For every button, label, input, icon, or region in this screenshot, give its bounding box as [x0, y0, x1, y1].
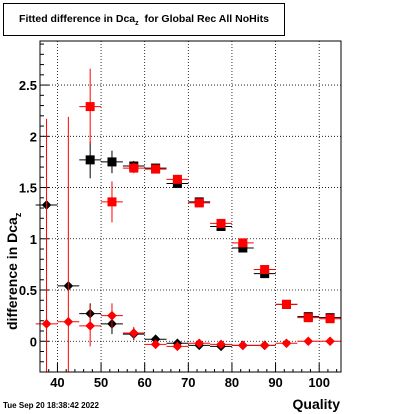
square-marker: [85, 102, 95, 112]
y-axis-label-subscript: z: [12, 212, 23, 218]
chart-title-subscript: z: [135, 20, 139, 28]
y-tick-label: 1: [30, 232, 37, 247]
square-marker: [151, 164, 161, 174]
y-tick-label: 0: [30, 334, 37, 349]
chart-title: Fitted difference in Dcaz for Global Rec…: [3, 3, 285, 36]
diamond-marker: [303, 336, 314, 347]
diamond-marker: [128, 328, 139, 338]
square-marker: [238, 243, 248, 253]
diamond-marker: [63, 316, 74, 327]
chart-title-rest: for Global Rec All NoHits: [138, 13, 269, 25]
grid-lines: [40, 41, 341, 372]
diamond-marker: [281, 338, 292, 349]
chart-title-text: Fitted difference in Dca: [19, 13, 136, 25]
square-marker: [325, 314, 335, 324]
y-axis-label: difference in Dcaz: [2, 170, 23, 330]
diamond-marker: [107, 310, 117, 321]
y-axis-label-text: difference in Dca: [4, 217, 20, 330]
axis-ticks: 40 50 60 70 80 90 100 0 0.5 1 1.5 2 2.5: [19, 43, 338, 390]
x-tick-label: 50: [94, 375, 108, 390]
square-marker: [85, 155, 95, 165]
square-marker: [216, 218, 226, 228]
x-tick-label: 40: [50, 375, 64, 390]
y-tick-label: 2: [30, 129, 37, 144]
diamond-marker: [325, 336, 335, 347]
square-marker: [172, 174, 182, 184]
x-tick-label: 80: [225, 375, 239, 390]
y-tick-label: 1.5: [19, 181, 37, 196]
plot-frame: [39, 40, 342, 373]
x-tick-label: 90: [268, 375, 282, 390]
square-marker: [281, 299, 291, 309]
square-marker: [107, 197, 117, 207]
diamond-marker: [172, 341, 183, 352]
data-points: [35, 68, 341, 372]
square-marker: [303, 313, 313, 323]
diamond-marker: [150, 334, 161, 345]
square-marker: [194, 198, 204, 208]
diamond-marker: [41, 319, 52, 329]
square-marker: [129, 163, 139, 173]
square-marker: [238, 238, 248, 248]
diamond-marker: [85, 321, 95, 331]
x-tick-label: 100: [308, 375, 330, 390]
y-tick-label: 0.5: [19, 283, 37, 298]
x-axis-label: Quality: [292, 396, 340, 412]
square-marker: [260, 265, 270, 275]
x-tick-label: 60: [137, 375, 151, 390]
diamond-marker: [194, 338, 205, 349]
square-marker: [107, 157, 117, 167]
x-tick-label: 70: [181, 375, 195, 390]
diamond-marker: [216, 339, 226, 350]
timestamp: Tue Sep 20 18:38:42 2022: [3, 401, 99, 410]
y-tick-label: 2.5: [19, 78, 37, 93]
diamond-marker: [150, 339, 161, 350]
diamond-marker: [238, 340, 248, 351]
diamond-marker: [259, 340, 270, 351]
